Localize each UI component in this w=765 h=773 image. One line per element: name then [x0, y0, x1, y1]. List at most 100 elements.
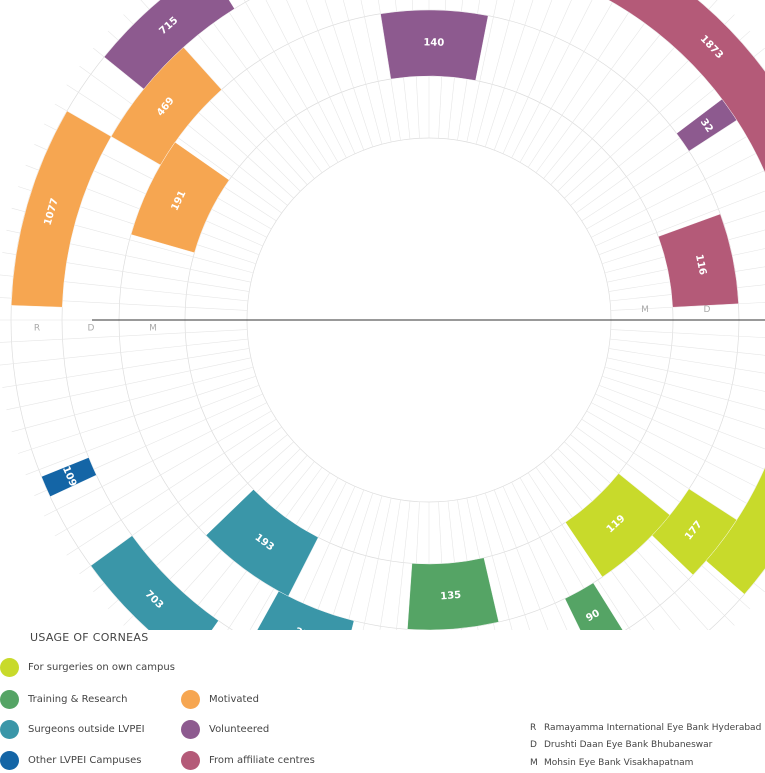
segment-m [130, 141, 230, 253]
key-label: Mohsin Eye Bank Visakhapatnam [544, 758, 694, 768]
segment-r [11, 110, 112, 308]
radial-gridline [327, 492, 374, 630]
legend-title: USAGE OF CORNEAS [30, 631, 149, 644]
radial-gridline [345, 495, 383, 630]
legend-item-other-campuses: Other LVPEI Campuses [0, 751, 141, 770]
segment-r [705, 466, 765, 595]
radial-gridline [54, 410, 272, 537]
radial-gridline [79, 65, 282, 214]
radial-gridline [243, 0, 339, 163]
radial-gridline [362, 497, 392, 630]
ring-letter: M [149, 324, 157, 334]
radial-gridline [0, 338, 249, 366]
legend-item-own-campus: For surgeries on own campus [0, 658, 175, 677]
radial-gridline [18, 375, 257, 454]
legend-label: Volunteered [209, 724, 270, 735]
radial-gridline [265, 0, 347, 158]
legend-swatch [0, 720, 19, 739]
radial-gridline [475, 495, 513, 630]
segment-d [256, 590, 355, 630]
legend-swatch [181, 751, 200, 770]
ring-letter: R [34, 324, 40, 334]
radial-gridline [6, 357, 252, 411]
radial-gridline [591, 402, 765, 492]
radial-gridline [360, 0, 392, 143]
key-code: M [530, 758, 538, 768]
radial-gridline [305, 0, 365, 151]
radial-gridline [475, 0, 516, 145]
radial-gridline [606, 357, 765, 392]
value-label: 116 [693, 253, 708, 276]
legend-swatch [0, 658, 19, 677]
key-item-m: M Mohsin Eye Bank Visakhapatnam [530, 758, 693, 768]
chart-axis: R D D M M [34, 305, 765, 334]
legend-label: Motivated [209, 694, 259, 705]
radial-gridline [591, 148, 765, 238]
radial-gridline [598, 190, 765, 256]
radial-gridline [586, 125, 765, 230]
key-code: R [530, 723, 537, 733]
radial-gridline [595, 393, 765, 470]
radial-gridline [601, 375, 765, 430]
key-code: D [530, 740, 537, 750]
segment-m [205, 489, 319, 597]
legend-swatch [0, 690, 19, 709]
legend-item-motivated: Motivated [181, 690, 259, 709]
legend-swatch [0, 751, 19, 770]
legend-label: For surgeries on own campus [28, 662, 175, 673]
radial-gridline [595, 170, 765, 247]
value-label: 230 [293, 626, 316, 630]
legend-swatch [181, 690, 200, 709]
segment-m [658, 213, 739, 308]
segment-m [380, 9, 489, 81]
radial-gridline [502, 0, 572, 154]
radial-gridline [493, 0, 553, 151]
radial-gridline [2, 348, 250, 388]
radial-gridline [598, 384, 765, 450]
legend-swatch [181, 720, 200, 739]
segment-r [103, 0, 235, 90]
radial-gridline [502, 486, 568, 630]
radial-gridline [342, 0, 383, 145]
radial-gridline [324, 0, 374, 148]
segment-r [41, 457, 97, 497]
radial-chart: 1337177119151690135703230193109107746919… [0, 0, 765, 630]
radial-gridline [610, 329, 765, 338]
legend-item-surgeons-outside: Surgeons outside LVPEI [0, 720, 145, 739]
radial-gridline [604, 366, 765, 411]
legend-label: Training & Research [28, 694, 128, 705]
radial-gridline [379, 499, 401, 630]
radial-gridline [396, 500, 411, 630]
radial-gridline [609, 338, 765, 356]
radial-gridline [0, 329, 248, 343]
radial-gridline [527, 0, 638, 168]
radial-gridline [220, 0, 331, 168]
chart-segments: 1337177119151690135703230193109107746919… [11, 0, 765, 630]
key-item-r: R Ramayamma International Eye Bank Hydera… [530, 723, 761, 733]
ring-letter: M [641, 305, 649, 315]
key-item-d: D Drushti Daan Eye Bank Bhubaneswar [530, 740, 712, 750]
radial-gridline [466, 0, 498, 143]
radial-gridline [519, 477, 609, 630]
radial-gridline [493, 489, 549, 630]
key-label: Ramayamma International Eye Bank Hyderab… [544, 723, 762, 733]
legend-item-training: Training & Research [0, 690, 127, 709]
key-label: Drushti Daan Eye Bank Bhubaneswar [544, 740, 713, 750]
radial-gridline [290, 486, 356, 630]
segment-r [608, 0, 765, 174]
ring-letter: D [88, 324, 95, 334]
radial-gridline [309, 489, 365, 630]
radial-gridline [527, 472, 631, 630]
radial-gridline [66, 418, 277, 556]
legend-label: Surgeons outside LVPEI [28, 724, 145, 735]
segment-m [407, 557, 499, 630]
radial-gridline [484, 0, 534, 148]
radial-gridline [25, 384, 260, 476]
radial-gridline [511, 0, 593, 158]
legend-label: Other LVPEI Campuses [28, 755, 142, 766]
segment-d [564, 582, 623, 630]
radial-gridline [608, 348, 765, 374]
segment-m [565, 473, 671, 578]
segment-r [90, 535, 219, 630]
radial-gridline [43, 402, 267, 517]
